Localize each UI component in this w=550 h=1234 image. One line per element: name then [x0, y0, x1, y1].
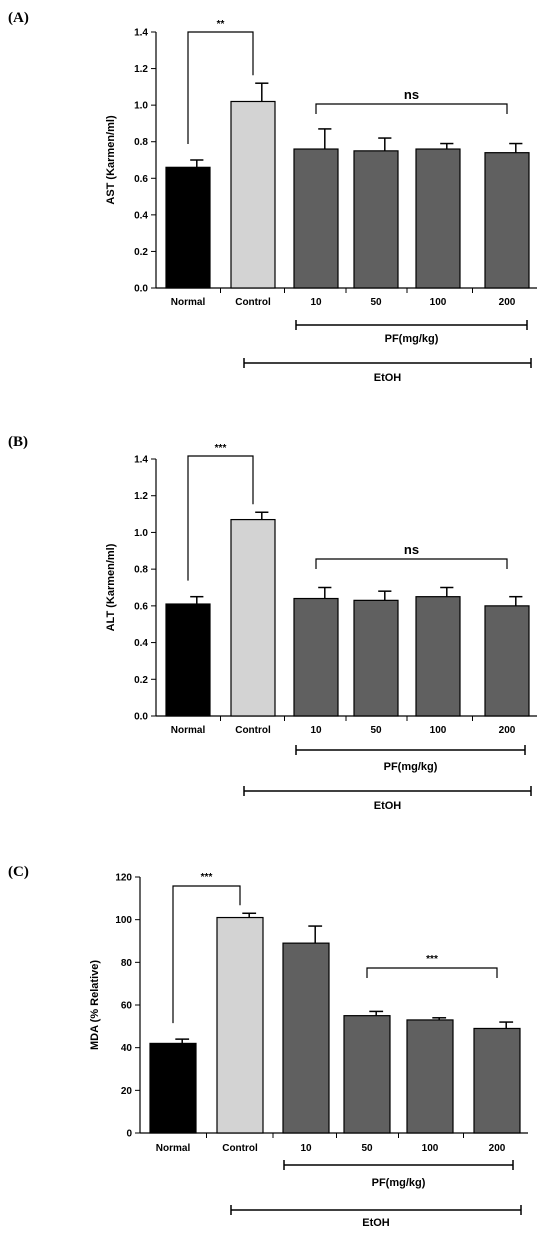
bar-10 — [293, 148, 339, 289]
bar-200 — [484, 152, 530, 289]
bar-50 — [343, 1015, 391, 1134]
panel-label: (B) — [8, 434, 28, 450]
x-tick-label: Control — [222, 1143, 258, 1154]
bar-100 — [415, 596, 461, 717]
significance-bracket — [172, 885, 241, 1024]
significance-bracket — [366, 967, 498, 978]
bar-200 — [484, 605, 530, 717]
x-tick-label: 100 — [430, 725, 447, 736]
y-tick-label: 0.6 — [134, 601, 148, 612]
significance-label: *** — [201, 872, 213, 883]
x-tick-label: Control — [235, 725, 271, 736]
bar-Normal — [165, 166, 211, 289]
significance-label: ns — [404, 87, 419, 102]
bar-Control — [230, 518, 276, 717]
y-tick-label: 0.0 — [134, 712, 148, 723]
x-tick-label: 200 — [489, 1143, 506, 1154]
group-label: EtOH — [374, 372, 402, 384]
x-tick-label: 50 — [361, 1143, 373, 1154]
bar-10 — [293, 597, 339, 717]
x-tick-label: 100 — [430, 297, 447, 308]
y-axis-label: AST (Karmen/ml) — [105, 115, 117, 205]
group-label: EtOH — [362, 1217, 390, 1229]
y-tick-label: 0 — [126, 1129, 132, 1140]
y-tick-label: 40 — [121, 1043, 133, 1054]
y-tick-label: 60 — [121, 1001, 133, 1012]
significance-bracket — [315, 558, 508, 569]
bar-100 — [415, 148, 461, 289]
y-tick-label: 0.8 — [134, 565, 148, 576]
group-label: EtOH — [374, 800, 402, 812]
panel-label: (A) — [8, 10, 29, 26]
y-tick-label: 120 — [115, 873, 132, 884]
x-tick-label: Normal — [171, 725, 206, 736]
bar-Control — [216, 916, 264, 1134]
y-axis-label: ALT (Karmen/ml) — [105, 543, 117, 631]
significance-bracket — [187, 455, 254, 581]
y-tick-label: 0.2 — [134, 247, 148, 258]
y-tick-label: 0.0 — [134, 284, 148, 295]
significance-label: *** — [215, 443, 227, 454]
significance-bracket — [187, 31, 254, 144]
y-tick-label: 0.4 — [134, 210, 148, 221]
x-tick-label: 200 — [499, 725, 516, 736]
bar-100 — [406, 1019, 454, 1134]
x-tick-label: 10 — [300, 1143, 312, 1154]
y-tick-label: 1.0 — [134, 101, 148, 112]
x-tick-label: 10 — [310, 725, 322, 736]
y-tick-label: 1.2 — [134, 64, 148, 75]
x-tick-label: Normal — [171, 297, 206, 308]
y-tick-label: 1.0 — [134, 528, 148, 539]
bar-10 — [282, 942, 330, 1134]
y-tick-label: 0.8 — [134, 137, 148, 148]
significance-label: *** — [426, 954, 438, 965]
bar-50 — [353, 150, 399, 289]
y-tick-label: 1.4 — [134, 28, 148, 39]
bar-200 — [473, 1027, 521, 1134]
x-tick-label: 50 — [370, 297, 382, 308]
significance-label: ns — [404, 542, 419, 557]
y-tick-label: 100 — [115, 915, 132, 926]
y-tick-label: 80 — [121, 958, 133, 969]
group-label: PF(mg/kg) — [384, 761, 438, 773]
x-tick-label: 200 — [499, 297, 516, 308]
bar-Control — [230, 100, 276, 289]
x-tick-label: Normal — [156, 1143, 191, 1154]
y-tick-label: 20 — [121, 1086, 133, 1097]
y-tick-label: 0.6 — [134, 174, 148, 185]
x-tick-label: 50 — [370, 725, 382, 736]
group-label: PF(mg/kg) — [372, 1177, 426, 1189]
bar-Normal — [165, 603, 211, 717]
y-tick-label: 1.2 — [134, 491, 148, 502]
significance-bracket — [315, 103, 508, 114]
bar-50 — [353, 599, 399, 717]
y-tick-label: 0.4 — [134, 638, 148, 649]
y-axis-label: MDA (% Relative) — [89, 960, 101, 1050]
x-tick-label: 100 — [422, 1143, 439, 1154]
x-tick-label: 10 — [310, 297, 322, 308]
group-label: PF(mg/kg) — [385, 333, 439, 345]
panel-label: (C) — [8, 864, 29, 880]
x-tick-label: Control — [235, 297, 271, 308]
y-tick-label: 0.2 — [134, 675, 148, 686]
y-tick-label: 1.4 — [134, 455, 148, 466]
significance-label: ** — [217, 19, 225, 30]
bar-Normal — [149, 1042, 197, 1134]
